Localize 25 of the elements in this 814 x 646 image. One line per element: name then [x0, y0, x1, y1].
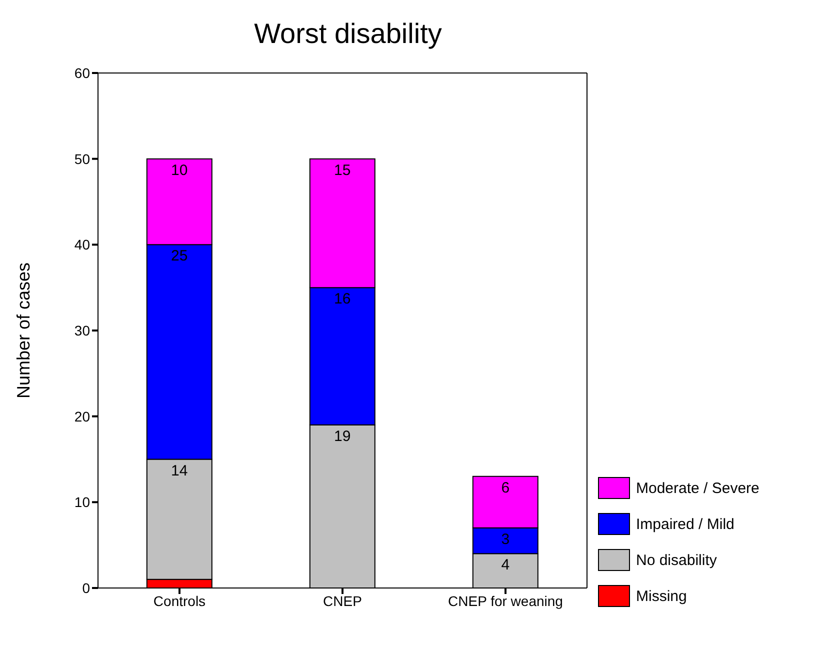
data-label: 25	[171, 248, 188, 265]
data-label: 16	[334, 290, 351, 308]
legend-label: No disability	[636, 552, 717, 568]
data-label: 3	[501, 530, 510, 548]
x-tick-label: CNEP	[323, 592, 362, 609]
data-label: 10	[171, 162, 188, 179]
legend-label: Missing	[636, 588, 687, 604]
y-tick-label: 50	[74, 150, 90, 167]
y-tick-label: 40	[74, 236, 90, 253]
x-tick-label: CNEP for weaning	[448, 592, 563, 609]
data-label: 14	[171, 462, 188, 480]
legend-label: Moderate / Severe	[636, 480, 760, 496]
x-tick-label: Controls	[153, 592, 206, 609]
y-tick-label: 60	[74, 64, 90, 81]
data-label: 6	[501, 479, 510, 496]
y-tick-label: 30	[74, 322, 90, 338]
legend-label: Impaired / Mild	[636, 516, 734, 532]
chart-title: Worst disability	[253, 18, 443, 50]
data-label: 4	[501, 556, 510, 574]
y-axis-title: Number of cases	[13, 262, 34, 399]
y-tick-label: 0	[82, 580, 90, 596]
y-tick-label: 20	[74, 408, 90, 424]
data-label: 15	[334, 162, 351, 179]
data-label: 19	[334, 428, 351, 445]
y-tick-label: 10	[74, 494, 90, 510]
